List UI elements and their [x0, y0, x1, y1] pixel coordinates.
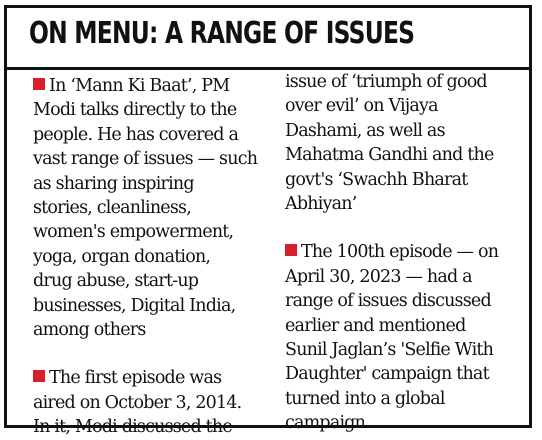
- red-square-bullet-icon: [33, 78, 45, 90]
- red-square-bullet-icon: [33, 370, 45, 383]
- paragraph-first-episode: The first episode was aired on October 3…: [33, 366, 279, 439]
- headline: ON MENU: A RANGE OF ISSUES: [29, 16, 415, 51]
- right-column: issue of ‘triumph of good over evil’ on …: [285, 70, 531, 436]
- paragraph-100th-episode-text: The 100th episode — on April 30, 2023 — …: [285, 242, 499, 434]
- paragraph-mann-ki-baat: In ‘Mann Ki Baat’, PM Modi talks directl…: [33, 74, 279, 342]
- red-square-bullet-icon: [285, 244, 297, 257]
- paragraph-first-episode-text: The first episode was aired on October 3…: [33, 368, 242, 438]
- paragraph-100th-episode: The 100th episode — on April 30, 2023 — …: [285, 240, 531, 435]
- paragraph-first-episode-continued: issue of ‘triumph of good over evil’ on …: [285, 72, 494, 215]
- info-box: ON MENU: A RANGE OF ISSUES In ‘Mann Ki B…: [4, 5, 532, 437]
- headline-divider: [7, 67, 529, 70]
- paragraph-mann-ki-baat-text: In ‘Mann Ki Baat’, PM Modi talks directl…: [33, 76, 258, 341]
- left-column: In ‘Mann Ki Baat’, PM Modi talks directl…: [33, 74, 279, 440]
